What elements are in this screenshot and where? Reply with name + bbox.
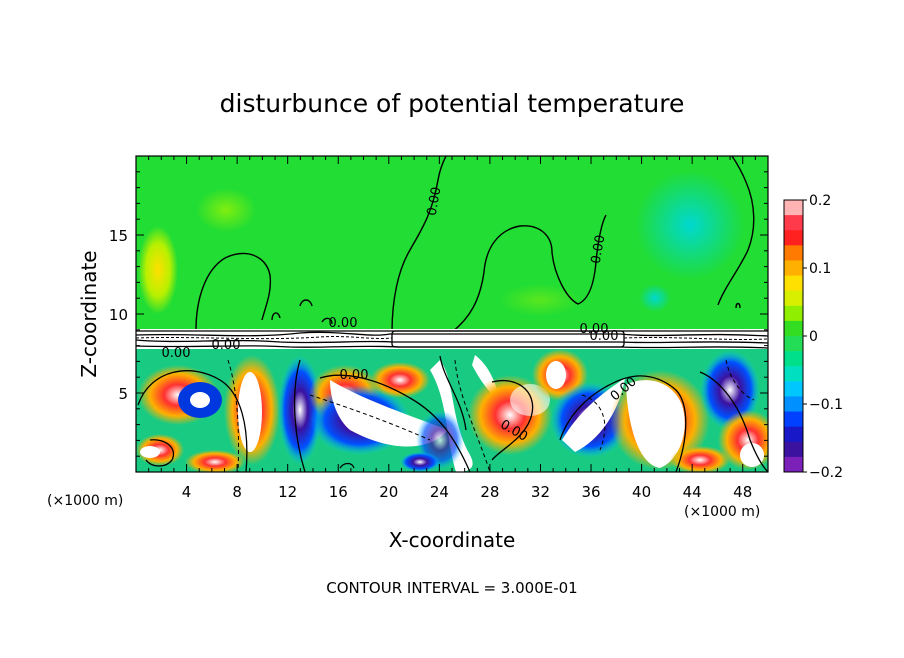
colorbar-segment (784, 351, 803, 367)
colorbar-segment (784, 366, 803, 382)
colorbar-segment (784, 305, 803, 322)
contour-label: 0.00 (329, 316, 358, 331)
contour-label: 0.00 (340, 368, 369, 383)
colorbar-segment (784, 215, 803, 231)
x-axis-label: X-coordinate (389, 528, 516, 552)
colorbar-segment (784, 411, 803, 428)
y-axis-label: Z-coordinate (77, 250, 101, 377)
upper-contours (195, 156, 755, 333)
contour-label: 0.00 (162, 346, 191, 361)
x-tick-label: 48 (733, 483, 752, 501)
x-tick-label: 8 (232, 483, 242, 501)
colorbar-tick-label: −0.1 (809, 397, 843, 413)
x-unit-left: (×1000 m) (47, 493, 123, 509)
x-tick-label: 12 (278, 483, 297, 501)
colorbar-segment (784, 320, 803, 337)
lower-layer (136, 349, 768, 472)
contour-interval-note: CONTOUR INTERVAL = 3.000E-01 (326, 579, 577, 597)
colorbar-segment (784, 230, 803, 246)
colorbar-segment (784, 456, 803, 473)
x-unit-right: (×1000 m) (684, 504, 760, 520)
chart-title: disturbunce of potential temperature (220, 89, 685, 118)
upper-layer-anomalies (138, 170, 745, 316)
colorbar-tick-label: −0.2 (809, 465, 843, 481)
y-axis: 5 10 15 (109, 171, 768, 457)
interface-band (136, 329, 768, 349)
x-axis: 4 8 12 16 20 24 28 32 36 40 44 48 (148, 156, 756, 501)
x-tick-label: 4 (182, 483, 192, 501)
y-tick-label: 15 (109, 227, 128, 245)
contour-label: 0.00 (589, 234, 609, 265)
colorbar-segment (784, 336, 803, 352)
x-tick-label: 40 (632, 483, 651, 501)
x-tick-label: 16 (329, 483, 348, 501)
colorbar-segment (784, 260, 803, 277)
contour-label: 0.00 (580, 322, 609, 337)
y-tick-label: 10 (109, 306, 128, 324)
colorbar-tick-label: 0.2 (809, 193, 831, 209)
colorbar-segment (784, 290, 803, 307)
colorbar-segment (784, 275, 803, 292)
x-tick-label: 24 (430, 483, 449, 501)
contour-label: 0.00 (425, 186, 445, 217)
colorbar-tick-label: 0 (809, 329, 818, 345)
colorbar-segment (784, 245, 803, 261)
colorbar-segment (784, 381, 803, 397)
y-tick-label: 5 (118, 385, 128, 403)
x-tick-label: 36 (581, 483, 600, 501)
colorbar-segment (784, 426, 803, 443)
colorbar-segment (784, 396, 803, 413)
contour-label: 0.00 (212, 338, 241, 353)
x-tick-label: 28 (480, 483, 499, 501)
colorbar-tick-label: 0.1 (809, 261, 831, 277)
x-tick-label: 32 (531, 483, 550, 501)
x-tick-label: 44 (683, 483, 702, 501)
colorbar-segment (784, 200, 803, 216)
plot-area (136, 156, 768, 472)
x-tick-label: 20 (379, 483, 398, 501)
colorbar: 0.2 0.1 0 −0.1 −0.2 (783, 193, 843, 481)
colorbar-segment (784, 441, 803, 458)
contour-label: 0.00 (590, 329, 619, 344)
